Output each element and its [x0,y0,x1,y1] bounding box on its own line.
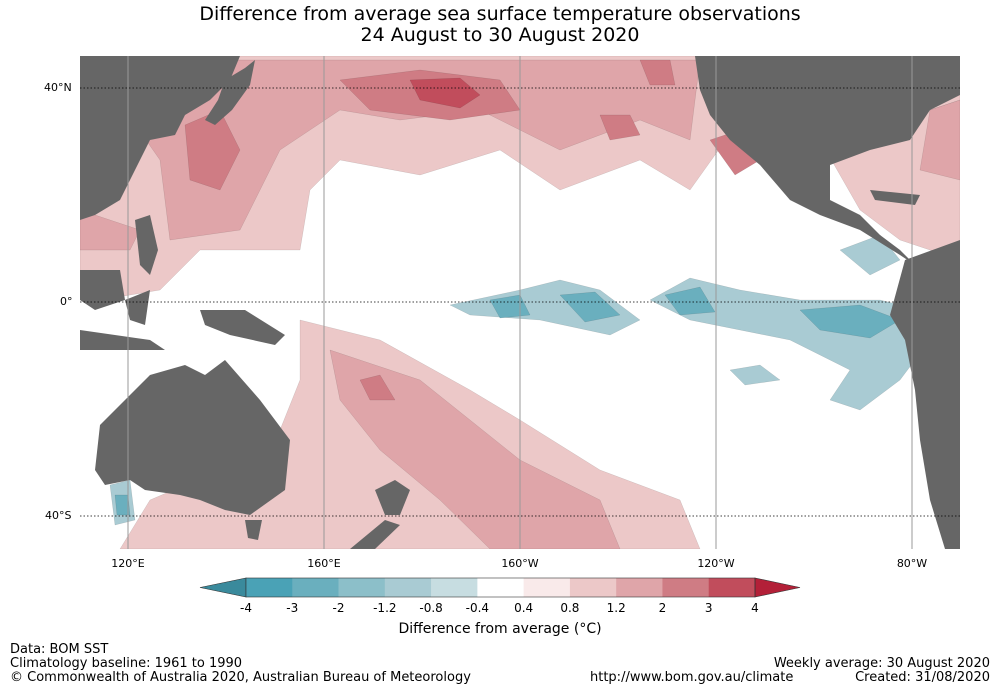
colorbar-tick-label: -3 [286,601,299,615]
map-date-range: 24 August to 30 August 2020 [360,24,640,46]
colorbar-tick-label: -4 [240,601,252,615]
colorbar-label: Difference from average (°C) [398,621,602,637]
copyright-notice: © Commonwealth of Australia 2020, Austra… [10,670,471,685]
data-source: Data: BOM SST [10,642,109,657]
new-zealand-south [350,520,400,549]
colorbar-under-arrow [199,577,247,598]
philippines-island [135,215,158,275]
graticule [127,56,913,549]
map-title: Difference from average sea surface temp… [199,3,801,25]
colorbar-tick-label: 0.4 [514,601,534,615]
lat-label-equator: 0° [60,295,73,308]
sulawesi-island [125,290,150,325]
australia-landmass [95,360,290,515]
colorbar-outline [245,577,756,598]
lon-label-160e: 160°E [307,557,341,570]
cool-anomaly-mid [114,286,901,516]
warm-anomaly-peak [409,77,481,109]
lon-label-160w: 160°W [501,557,539,570]
anomaly-layer [80,56,960,549]
colorbar-tick-label: -0.4 [465,601,490,615]
warm-anomaly-mid [80,59,960,549]
colorbar [199,577,801,598]
colorbar-bin-4 [431,578,478,597]
new-zealand-north [375,480,410,515]
colorbar-tick-label: 3 [704,601,713,615]
lat-label-40s: 40°S [45,509,72,522]
colorbar-tick-label: 4 [751,601,759,615]
colorbar-tick-label: 0.8 [560,601,580,615]
lat-label-40n: 40°N [44,81,72,94]
colorbar-bin-0 [246,578,293,597]
indonesia-islands [80,330,165,350]
borneo-island [80,270,125,310]
colorbar-tick-label: -2 [332,601,345,615]
colorbar-bin-8 [616,578,663,597]
created-date: Created: 31/08/2020 [855,670,990,685]
lon-label-120w: 120°W [697,557,735,570]
japan-island [205,60,255,125]
asia-landmass [80,56,240,220]
climatology-baseline: Climatology baseline: 1961 to 1990 [10,656,243,671]
weekly-average-date: Weekly average: 30 August 2020 [773,656,990,671]
colorbar-bin-9 [662,578,710,597]
colorbar-bin-3 [384,578,432,597]
source-url-link[interactable]: http://www.bom.gov.au/climate [590,670,794,685]
south-america-landmass [890,240,960,549]
colorbar-bin-1 [292,578,339,597]
lon-label-80w: 80°W [896,557,928,570]
cuba-island [870,190,920,205]
colorbar-tick-label: 2 [658,601,667,615]
colorbar-tick-label: -1.2 [373,601,397,615]
colorbar-bin-10 [708,578,756,597]
colorbar-tick-label: -0.8 [419,601,443,615]
colorbar-tick-label: 1.2 [606,601,626,615]
colorbar-bin-2 [338,578,386,597]
colorbar-bin-7 [569,578,617,597]
land-masses [80,56,960,549]
colorbar-bin-6 [523,578,571,597]
colorbar-bin-5 [477,578,524,597]
new-guinea-island [200,310,285,345]
colorbar-over-arrow [754,577,801,598]
lon-label-120e: 120°E [111,557,145,570]
tasmania-island [245,520,262,540]
north-america-landmass [695,56,960,265]
